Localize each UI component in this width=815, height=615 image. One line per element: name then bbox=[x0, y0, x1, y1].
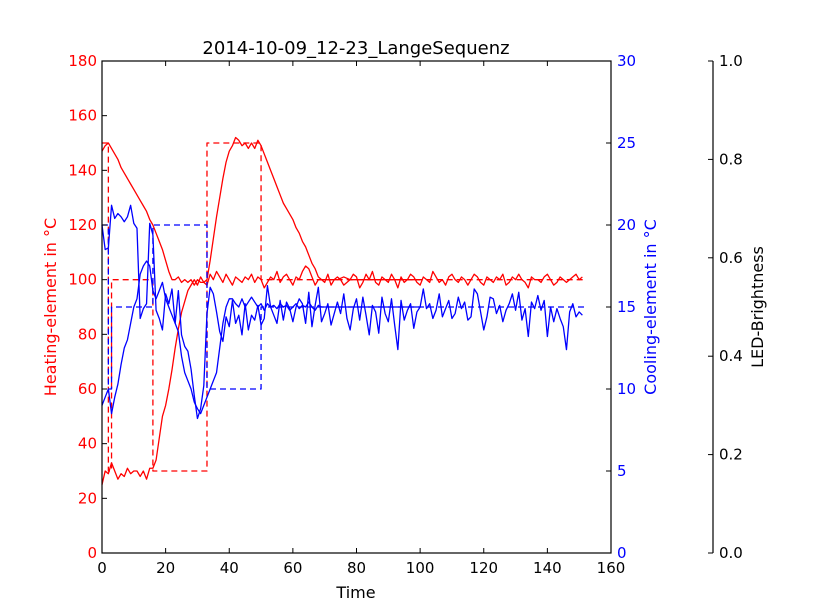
chart-title: 2014-10-09_12-23_LangeSequenz bbox=[202, 38, 509, 59]
x-tick-label: 0 bbox=[97, 559, 107, 577]
left-y-tick-label: 180 bbox=[68, 52, 97, 70]
left-y-tick-label: 20 bbox=[78, 489, 97, 507]
x-tick-label: 60 bbox=[283, 559, 302, 577]
heating-series-line-3 bbox=[101, 265, 583, 485]
led-tick-label: 1.0 bbox=[719, 52, 743, 70]
series-layer bbox=[101, 136, 586, 485]
x-tick-label: 100 bbox=[406, 559, 435, 577]
left-y-tick-label: 0 bbox=[87, 544, 97, 562]
x-tick-label: 120 bbox=[469, 559, 498, 577]
led-axis-label: LED-Brightness bbox=[748, 246, 767, 368]
x-axis-label: Time bbox=[335, 583, 375, 602]
cooling-series-line-5 bbox=[101, 260, 421, 415]
x-tick-label: 80 bbox=[347, 559, 366, 577]
left-y-tick-label: 160 bbox=[68, 107, 97, 125]
right-y-tick-label: 0 bbox=[617, 544, 627, 562]
led-tick-label: 0.0 bbox=[719, 544, 743, 562]
left-y-tick-label: 40 bbox=[78, 435, 97, 453]
left-y-axis: 0 20 40 60 80 100 120 140 160 180 bbox=[68, 52, 107, 562]
left-y-tick-label: 140 bbox=[68, 161, 97, 179]
right-y-axis: 0 5 10 15 20 25 30 bbox=[606, 52, 636, 562]
heating-series-line-1 bbox=[102, 142, 586, 472]
led-brightness-axis: 0.0 0.2 0.4 0.6 0.8 1.0 bbox=[708, 52, 743, 562]
left-y-tick-label: 100 bbox=[68, 271, 97, 289]
right-y-tick-label: 20 bbox=[617, 216, 636, 234]
right-y-tick-label: 5 bbox=[617, 462, 627, 480]
x-tick-label: 40 bbox=[220, 559, 239, 577]
x-axis: 0 20 40 60 80 100 120 140 160 bbox=[97, 61, 625, 577]
left-y-tick-label: 60 bbox=[78, 380, 97, 398]
led-tick-label: 0.2 bbox=[719, 446, 743, 464]
left-y-tick-label: 120 bbox=[68, 216, 97, 234]
right-y-tick-label: 10 bbox=[617, 380, 636, 398]
led-tick-label: 0.8 bbox=[719, 150, 743, 168]
x-tick-label: 20 bbox=[156, 559, 175, 577]
right-y-tick-label: 30 bbox=[617, 52, 636, 70]
led-tick-label: 0.6 bbox=[719, 249, 743, 267]
left-y-tick-label: 80 bbox=[78, 325, 97, 343]
right-y-axis-label: Cooling-element in °C bbox=[641, 219, 660, 395]
right-y-tick-label: 25 bbox=[617, 134, 636, 152]
x-tick-label: 160 bbox=[597, 559, 626, 577]
x-tick-label: 140 bbox=[533, 559, 562, 577]
right-y-tick-label: 15 bbox=[617, 298, 636, 316]
cooling-series-line-4 bbox=[102, 224, 586, 390]
led-tick-label: 0.4 bbox=[719, 347, 743, 365]
left-y-axis-label: Heating-element in °C bbox=[41, 218, 60, 396]
cooling-series-line-6 bbox=[101, 204, 583, 420]
